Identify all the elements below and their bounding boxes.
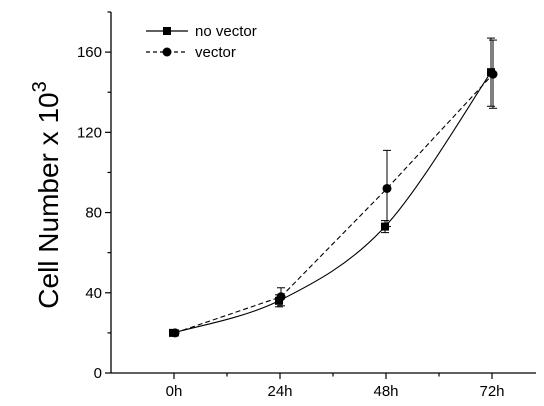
x-tick-label: 0h bbox=[166, 383, 183, 400]
x-tick-label: 24h bbox=[267, 383, 292, 400]
y-tick-label: 40 bbox=[85, 285, 102, 302]
series-layer bbox=[169, 37, 498, 338]
series-line-no-vector bbox=[172, 71, 492, 334]
data-point-vector bbox=[170, 328, 180, 338]
series-vector bbox=[170, 39, 498, 338]
legend-marker-vector bbox=[162, 47, 172, 57]
y-tick-label: 160 bbox=[77, 44, 102, 61]
data-point-vector bbox=[488, 69, 498, 79]
y-axis-label-base: Cell Number x 10 bbox=[33, 92, 64, 308]
y-axis-label-exponent: 3 bbox=[29, 81, 51, 92]
y-axis-label: Cell Number x 103 bbox=[29, 81, 64, 308]
x-tick-label: 48h bbox=[373, 383, 398, 400]
data-point-vector bbox=[276, 292, 286, 302]
series-no-vector bbox=[169, 37, 495, 337]
legend-label-no-vector: no vector bbox=[195, 23, 257, 40]
legend-label-vector: vector bbox=[195, 44, 236, 61]
legend-marker-no-vector bbox=[163, 27, 171, 35]
axes: 0 40 80 120 160 0h 24h 48h 72h bbox=[77, 11, 536, 400]
y-tick-label: 120 bbox=[77, 124, 102, 141]
x-tick-label: 72h bbox=[479, 383, 504, 400]
data-point-vector bbox=[382, 183, 392, 193]
y-tick-label: 0 bbox=[94, 365, 102, 382]
series-line-vector bbox=[174, 73, 494, 334]
y-tick-label: 80 bbox=[85, 205, 102, 222]
legend: no vector vector bbox=[146, 23, 257, 61]
